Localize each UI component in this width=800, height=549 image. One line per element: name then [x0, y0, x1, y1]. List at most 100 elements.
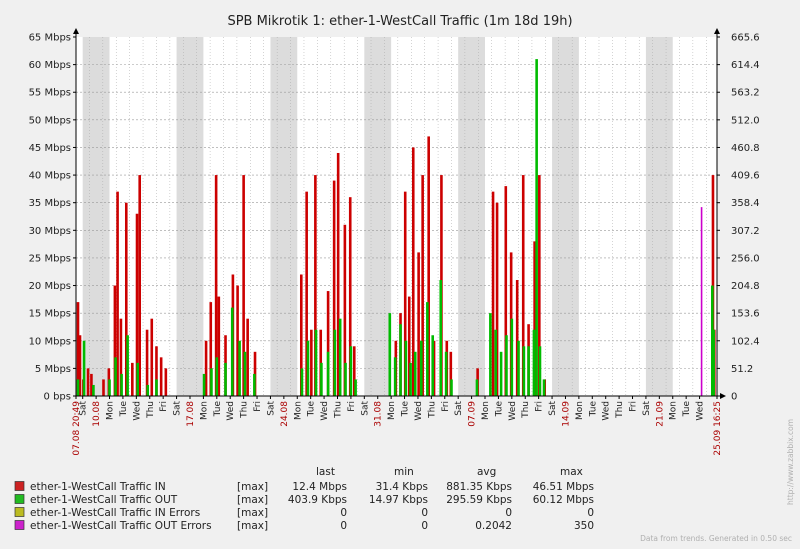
- series-2-point: [333, 329, 337, 396]
- series-1-point: [421, 175, 424, 396]
- legend-value-avg: 881.35 Kbps: [446, 481, 512, 493]
- series-2-point: [535, 59, 538, 396]
- x-tick-label: Tue: [119, 401, 129, 418]
- series-1-point: [299, 274, 303, 396]
- series-2-point: [409, 362, 412, 396]
- series-1-point: [119, 318, 123, 396]
- x-tick-label: 10.08: [92, 401, 102, 427]
- legend-value-min: 31.4 Kbps: [376, 481, 428, 493]
- series-2-point: [522, 346, 526, 396]
- x-tick-label: Thu: [146, 401, 156, 419]
- x-tick-label: 21.09: [655, 401, 665, 427]
- series-2-point: [314, 329, 318, 396]
- series-1-point: [495, 202, 499, 396]
- y-tick-label-right: 614.4: [731, 60, 760, 71]
- legend-value-max: 60.12 Mbps: [533, 494, 594, 506]
- series-2-point: [499, 351, 503, 396]
- y-tick-label-right: 665.6: [731, 33, 760, 44]
- x-tick-label: Wed: [508, 401, 518, 421]
- x-tick-label: Tue: [682, 401, 692, 418]
- series-1-point: [348, 197, 352, 396]
- y-tick-label-left: 35 Mbps: [29, 198, 71, 209]
- series-2-point: [413, 351, 417, 396]
- footer-side-note: http://www.zabbix.com: [786, 419, 795, 505]
- series-2-point: [338, 318, 342, 396]
- series-1: [76, 136, 716, 396]
- series-2-point: [538, 346, 542, 396]
- series-1-point: [204, 340, 208, 396]
- y-tick-label-left: 65 Mbps: [29, 33, 71, 44]
- legend-function: [max]: [237, 520, 268, 532]
- x-tick-label: 25.09 16:25: [713, 401, 723, 456]
- series-2-point: [393, 357, 397, 396]
- series-1-point: [332, 180, 336, 396]
- legend-swatch: [14, 494, 25, 504]
- legend: last min avg max ether-1-WestCall Traffic IN…: [14, 466, 594, 532]
- legend-series-name: ether-1-WestCall Traffic OUT Errors: [30, 520, 212, 532]
- x-tick-label: 17.08: [186, 401, 196, 427]
- x-tick-label: Thu: [427, 401, 437, 419]
- legend-header-min: min: [394, 466, 414, 478]
- legend-series-name: ether-1-WestCall Traffic OUT: [30, 494, 178, 506]
- series-2-point: [238, 340, 241, 396]
- series-4: [700, 207, 703, 396]
- weekend-band: [645, 37, 673, 396]
- series-2: [76, 59, 715, 396]
- weekend-band: [82, 37, 110, 396]
- y-axis-left: 0 bps 5 Mbps 10 Mbps 15 Mbps 20 Mbps 25 Mbps 3…: [29, 33, 76, 403]
- series-1-point: [310, 329, 313, 396]
- series-2-point: [489, 313, 492, 396]
- series-1-point: [417, 252, 420, 396]
- series-2-point: [76, 379, 80, 396]
- series-1-point: [343, 224, 347, 396]
- series-2-point: [146, 384, 150, 396]
- series-4-point: [700, 207, 703, 396]
- series-1-point: [78, 335, 82, 396]
- x-tick-label: Sat: [173, 401, 183, 416]
- series-2-point: [420, 340, 423, 396]
- x-tick-label: Fri: [629, 401, 639, 412]
- x-tick-label: 07.08 20:49: [72, 401, 82, 456]
- legend-swatch: [14, 507, 25, 517]
- y-tick-label-right: 409.6: [731, 171, 760, 182]
- y-tick-label-right: 102.4: [731, 336, 760, 347]
- x-tick-label: Tue: [494, 401, 504, 418]
- series-2-point: [215, 357, 219, 396]
- y-axis-right: 0 51.2 102.4 153.6 204.8 256.0 307.2 358.4 409.6…: [717, 33, 760, 403]
- y-tick-label-right: 0: [731, 392, 737, 403]
- series-2-point: [243, 351, 247, 396]
- plot-area: [73, 28, 726, 399]
- x-tick-label: 24.08: [280, 401, 290, 427]
- x-tick-label: Wed: [602, 401, 612, 421]
- series-2-point: [120, 373, 123, 396]
- series-1-point: [209, 302, 213, 396]
- x-tick-label: Thu: [521, 401, 531, 419]
- series-2-point: [510, 318, 514, 396]
- series-2-point: [532, 329, 536, 396]
- x-tick-label: Wed: [320, 401, 330, 421]
- series-1-point: [432, 340, 436, 396]
- series-2-point: [450, 379, 453, 396]
- series-1-point: [504, 186, 508, 396]
- x-tick-label: Mon: [199, 401, 209, 420]
- legend-header-last: last: [316, 466, 335, 478]
- series-1-point: [407, 296, 411, 396]
- series-2-point: [475, 379, 479, 396]
- y-tick-label-right: 51.2: [731, 364, 753, 375]
- x-tick-label: Mon: [669, 401, 679, 420]
- legend-value-max: 46.51 Mbps: [533, 481, 594, 493]
- series-2-point: [82, 340, 86, 396]
- x-tick-label: Sat: [360, 401, 370, 416]
- legend-value-avg: 0.2042: [475, 520, 512, 532]
- series-2-point: [136, 362, 139, 396]
- series-1-point: [135, 213, 139, 396]
- x-tick-label: Wed: [132, 401, 142, 421]
- weekend-band: [458, 37, 486, 396]
- series-2-point: [444, 351, 448, 396]
- series-2-point: [505, 335, 508, 396]
- x-tick-label: Mon: [481, 401, 491, 420]
- series-2-point: [114, 357, 117, 396]
- x-tick-label: Tue: [401, 401, 411, 418]
